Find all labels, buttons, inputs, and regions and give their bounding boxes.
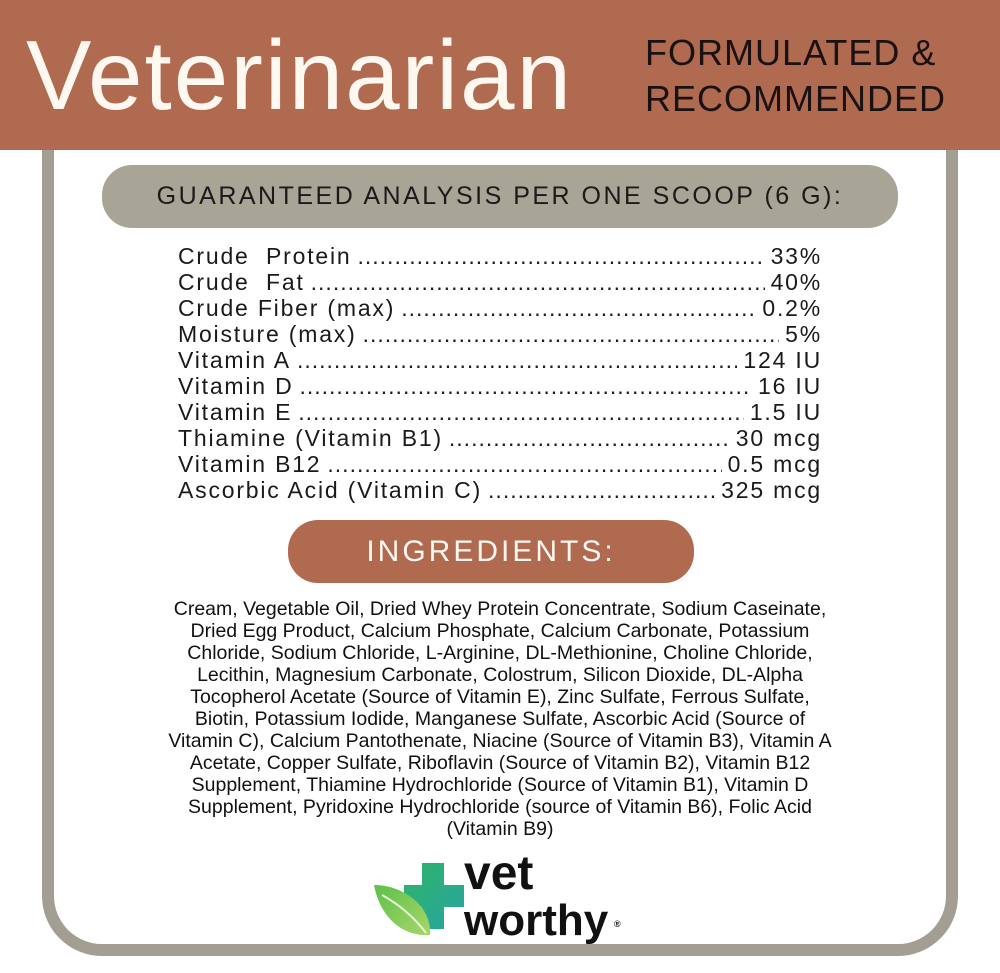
analysis-row: Vitamin B12 0.5 mcg <box>178 451 822 477</box>
ingredients-line: Supplement, Thiamine Hydrochloride (Sour… <box>191 774 809 796</box>
ingredients-heading: INGREDIENTS: <box>366 534 616 568</box>
dot-leader <box>327 451 721 477</box>
analysis-row: Moisture (max) 5% <box>178 321 822 347</box>
analysis-heading: GUARANTEED ANALYSIS PER ONE SCOOP (6 G): <box>156 182 844 210</box>
nutrient-value: 1.5 IU <box>749 399 822 425</box>
ingredients-text: Cream, Vegetable Oil, Dried Whey Protein… <box>50 598 950 840</box>
nutrient-value: 33% <box>770 243 822 269</box>
nutrient-value: 30 mcg <box>735 425 822 451</box>
cross-leaf-icon <box>374 863 464 936</box>
logo-vet: vet <box>464 847 534 900</box>
header-title: Veterinarian <box>26 20 574 130</box>
registered-mark: ® <box>614 919 621 929</box>
ingredients-line: Vitamin C), Calcium Pantothenate, Niacin… <box>168 730 832 752</box>
nutrient-value: 325 mcg <box>721 477 822 503</box>
dot-leader <box>488 477 715 503</box>
ingredients-line: (Vitamin B9) <box>446 818 554 840</box>
analysis-row: Thiamine (Vitamin B1) 30 mcg <box>178 425 822 451</box>
nutrient-value: 0.2% <box>762 295 822 321</box>
dot-leader <box>299 373 752 399</box>
ingredients-heading-pill: INGREDIENTS: <box>288 520 694 583</box>
ingredients-line: Acetate, Copper Sulfate, Riboflavin (Sou… <box>189 752 811 774</box>
header-tagline: FORMULATED & RECOMMENDED <box>645 30 946 122</box>
tagline-line: FORMULATED & <box>645 32 937 73</box>
nutrient-value: 40% <box>770 269 822 295</box>
ingredients-line: Cream, Vegetable Oil, Dried Whey Protein… <box>173 598 827 620</box>
analysis-row: Vitamin E 1.5 IU <box>178 399 822 425</box>
analysis-list: Crude Protein33%Crude Fat40%Crude Fiber … <box>178 243 822 503</box>
nutrient-name: Vitamin A <box>178 347 291 373</box>
nutrient-name: Ascorbic Acid (Vitamin C) <box>178 477 483 503</box>
dot-leader <box>311 269 765 295</box>
dot-leader <box>449 425 730 451</box>
nutrient-name: Vitamin D <box>178 373 294 399</box>
nutrient-name: Thiamine (Vitamin B1) <box>178 425 443 451</box>
dot-leader <box>363 321 780 347</box>
analysis-row: Crude Fat 40% <box>178 269 822 295</box>
dot-leader <box>298 399 744 425</box>
logo-worthy: worthy <box>464 896 609 945</box>
ingredients-line: Tocopherol Acetate (Source of Vitamin E)… <box>190 686 810 708</box>
analysis-row: Crude Protein 33% <box>178 243 822 269</box>
ingredients-line: Biotin, Potassium Iodide, Manganese Sulf… <box>194 708 806 730</box>
analysis-row: Vitamin D 16 IU <box>178 373 822 399</box>
ingredients-line: Dried Egg Product, Calcium Phosphate, Ca… <box>190 620 810 642</box>
nutrient-value: 5% <box>785 321 822 347</box>
nutrient-name: Crude Fat <box>178 269 305 295</box>
nutrient-name: Vitamin B12 <box>178 451 322 477</box>
nutrient-name: Vitamin E <box>178 399 293 425</box>
nutrient-name: Crude Fiber (max) <box>178 295 396 321</box>
dot-leader <box>401 295 756 321</box>
dot-leader <box>297 347 737 373</box>
ingredients-line: Supplement, Pyridoxine Hydrochloride (so… <box>188 796 812 818</box>
analysis-row: Ascorbic Acid (Vitamin C) 325 mcg <box>178 477 822 503</box>
analysis-row: Crude Fiber (max) 0.2% <box>178 295 822 321</box>
nutrient-name: Moisture (max) <box>178 321 357 347</box>
nutrient-value: 124 IU <box>743 347 822 373</box>
ingredients-line: Chloride, Sodium Chloride, L-Arginine, D… <box>187 642 813 664</box>
header-banner: Veterinarian FORMULATED & RECOMMENDED <box>0 0 1000 150</box>
ingredients-line: Lecithin, Magnesium Carbonate, Colostrum… <box>197 664 803 686</box>
nutrient-value: 0.5 mcg <box>727 451 822 477</box>
analysis-row: Vitamin A 124 IU <box>178 347 822 373</box>
nutrient-value: 16 IU <box>758 373 822 399</box>
dot-leader <box>358 243 765 269</box>
analysis-heading-pill: GUARANTEED ANALYSIS PER ONE SCOOP (6 G): <box>102 165 898 228</box>
nutrient-name: Crude Protein <box>178 243 352 269</box>
vet-worthy-logo: vet worthy ® <box>372 850 642 950</box>
tagline-line: RECOMMENDED <box>645 78 947 119</box>
